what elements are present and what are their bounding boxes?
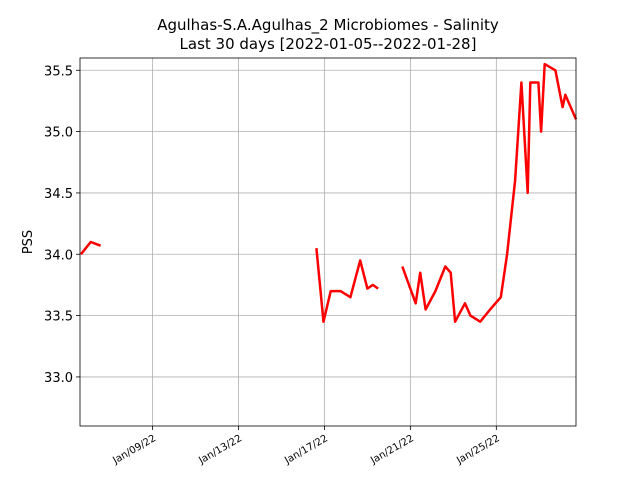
plot-frame <box>79 57 577 427</box>
chart-subtitle: Last 30 days [2022-01-05--2022-01-28] <box>180 35 477 53</box>
x-tick-label: Jan/21/22 <box>368 433 416 467</box>
x-tick-label: Jan/25/22 <box>454 433 502 467</box>
y-tick-label: 35.0 <box>44 126 73 141</box>
data-line <box>79 62 578 323</box>
y-tick-label: 34.5 <box>44 187 73 202</box>
y-tick-label: 34.0 <box>44 248 73 263</box>
x-tick-label: Jan/17/22 <box>282 433 330 467</box>
x-tick-label: Jan/09/22 <box>110 433 158 467</box>
x-tick-label: Jan/13/22 <box>196 433 244 467</box>
y-tick-label: 33.0 <box>44 371 73 386</box>
chart-title: Agulhas-S.A.Agulhas_2 Microbiomes - Sali… <box>157 16 499 35</box>
y-tick-label: 35.5 <box>44 64 73 79</box>
y-tick-label: 33.5 <box>44 310 73 325</box>
y-axis-label: PSS <box>21 230 36 254</box>
